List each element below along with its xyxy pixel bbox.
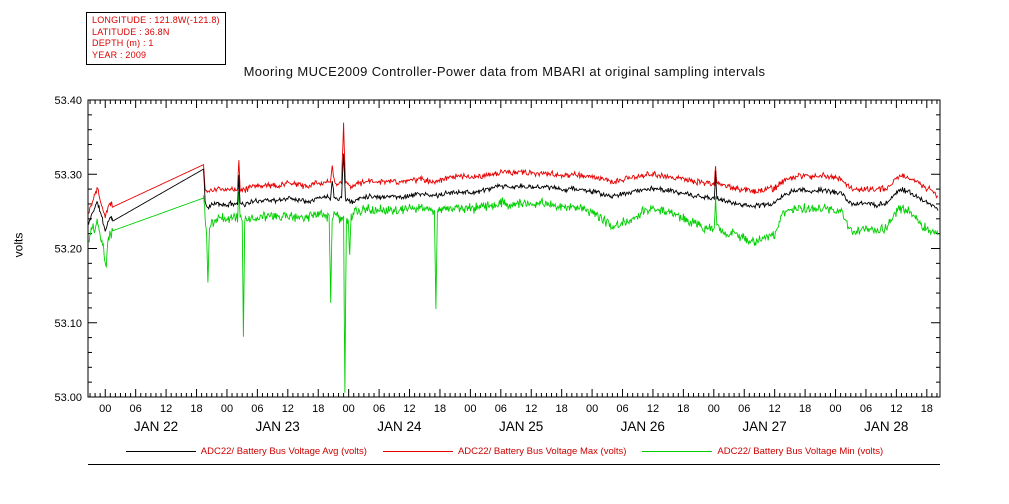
legend-entry-max: ADC22/ Battery Bus Voltage Max (volts)	[382, 446, 627, 457]
chart-title: Mooring MUCE2009 Controller-Power data f…	[243, 64, 766, 79]
svg-text:00: 00	[586, 403, 598, 415]
min-line-swatch	[642, 451, 713, 452]
svg-text:53.30: 53.30	[54, 169, 82, 181]
svg-text:06: 06	[251, 403, 263, 415]
svg-text:06: 06	[495, 403, 507, 415]
svg-text:18: 18	[677, 403, 689, 415]
svg-text:53.40: 53.40	[54, 95, 82, 107]
svg-text:12: 12	[403, 403, 415, 415]
svg-text:00: 00	[829, 403, 841, 415]
svg-text:18: 18	[190, 403, 202, 415]
info-longitude: LONGITUDE : 121.8W(-121.8)	[92, 15, 220, 25]
svg-text:18: 18	[434, 403, 446, 415]
svg-text:JAN 23: JAN 23	[256, 419, 300, 434]
svg-text:18: 18	[556, 403, 568, 415]
info-latitude: LATITUDE : 36.8N	[92, 26, 170, 37]
svg-text:00: 00	[99, 403, 111, 415]
station-info-box: LONGITUDE : 121.8W(-121.8) LATITUDE : 36…	[86, 12, 226, 65]
svg-text:18: 18	[312, 403, 324, 415]
svg-text:JAN 22: JAN 22	[134, 419, 178, 434]
svg-text:JAN 25: JAN 25	[499, 419, 543, 434]
svg-text:JAN 28: JAN 28	[864, 419, 908, 434]
legend-label-avg: ADC22/ Battery Bus Voltage Avg (volts)	[200, 446, 367, 457]
svg-text:53.00: 53.00	[54, 392, 82, 404]
info-depth: DEPTH (m) : 1	[92, 38, 154, 49]
legend-label-max: ADC22/ Battery Bus Voltage Max (volts)	[457, 446, 627, 457]
svg-text:12: 12	[647, 403, 659, 415]
svg-text:JAN 24: JAN 24	[377, 419, 422, 434]
svg-text:00: 00	[343, 403, 355, 415]
svg-text:06: 06	[860, 403, 872, 415]
legend-entry-min: ADC22/ Battery Bus Voltage Min (volts)	[642, 446, 883, 457]
legend-entry-avg: ADC22/ Battery Bus Voltage Avg (volts)	[125, 446, 367, 457]
svg-text:18: 18	[921, 403, 933, 415]
svg-text:00: 00	[221, 403, 233, 415]
svg-text:JAN 26: JAN 26	[621, 419, 665, 434]
svg-text:53.10: 53.10	[54, 318, 82, 330]
legend-label-min: ADC22/ Battery Bus Voltage Min (volts)	[717, 446, 884, 457]
legend: ADC22/ Battery Bus Voltage Avg (volts) A…	[0, 446, 1009, 457]
legend-underline	[88, 464, 940, 465]
svg-text:06: 06	[373, 403, 385, 415]
svg-text:12: 12	[160, 403, 172, 415]
svg-text:18: 18	[799, 403, 811, 415]
svg-text:12: 12	[769, 403, 781, 415]
avg-line-swatch	[125, 451, 196, 452]
svg-text:00: 00	[464, 403, 476, 415]
info-year: YEAR : 2009	[92, 50, 147, 61]
svg-text:12: 12	[890, 403, 902, 415]
svg-text:00: 00	[708, 403, 720, 415]
svg-text:06: 06	[738, 403, 750, 415]
max-line-swatch	[382, 451, 453, 452]
svg-text:JAN 27: JAN 27	[742, 419, 786, 434]
svg-text:12: 12	[282, 403, 294, 415]
svg-text:53.20: 53.20	[54, 244, 82, 256]
svg-text:06: 06	[130, 403, 142, 415]
svg-text:12: 12	[525, 403, 537, 415]
svg-text:06: 06	[616, 403, 628, 415]
